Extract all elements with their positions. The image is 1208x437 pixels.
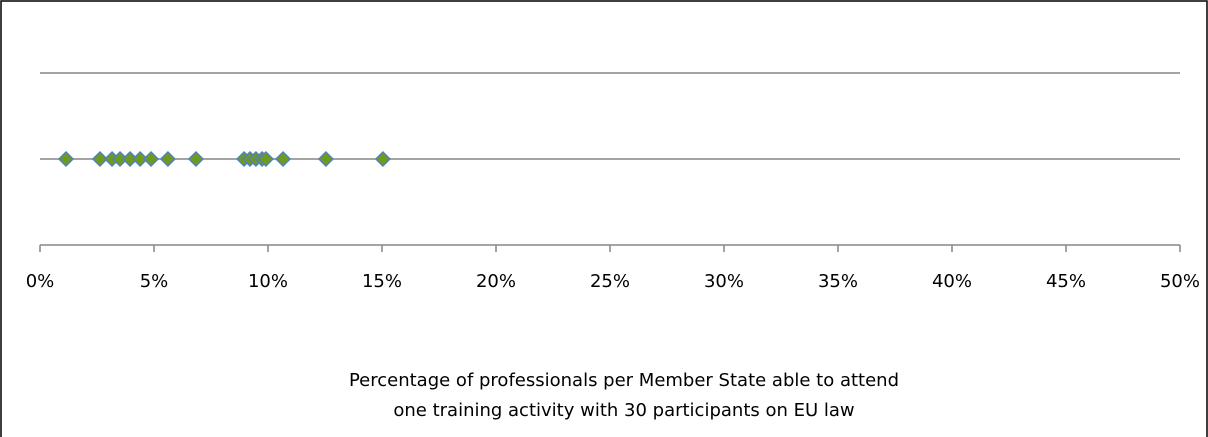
x-tick-label: 20% (476, 271, 516, 292)
x-axis-label: Percentage of professionals per Member S… (349, 370, 899, 391)
x-axis-label: one training activity with 30 participan… (393, 400, 854, 421)
point (132, 150, 149, 168)
x-tick-label: 50% (1160, 271, 1200, 292)
point (159, 150, 176, 168)
x-tick-label: 35% (818, 271, 858, 292)
x-tick-label: 40% (932, 271, 972, 292)
x-tick-label: 30% (704, 271, 744, 292)
point (57, 150, 75, 168)
point (142, 150, 160, 168)
x-tick-label: 45% (1046, 271, 1086, 292)
x-tick-label: 5% (140, 271, 169, 292)
x-tick-label: 0% (26, 271, 55, 292)
x-tick-label: 15% (362, 271, 402, 292)
x-tick-label: 25% (590, 271, 630, 292)
point (374, 150, 391, 168)
point (274, 150, 292, 168)
x-tick-label: 10% (248, 271, 288, 292)
point (257, 150, 275, 168)
point (187, 150, 205, 168)
point (317, 150, 334, 168)
point (91, 150, 109, 168)
